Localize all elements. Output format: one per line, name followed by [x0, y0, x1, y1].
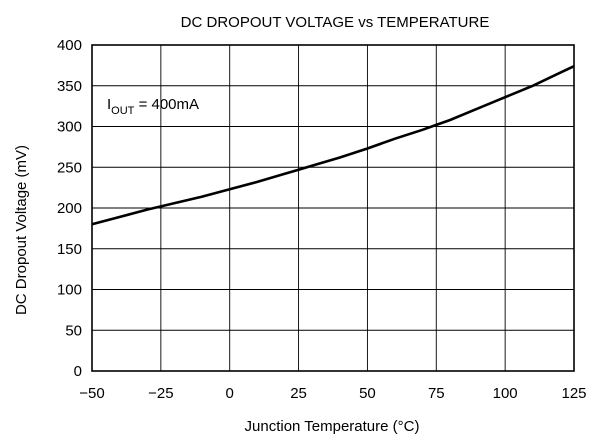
y-axis-label: DC Dropout Voltage (mV): [13, 145, 30, 315]
x-axis-label: Junction Temperature (°C): [245, 418, 420, 435]
x-tick-label: 100: [493, 385, 518, 402]
y-tick-label: 250: [57, 159, 82, 176]
annotation-subscript: OUT: [111, 105, 135, 117]
x-tick-label: 125: [561, 385, 586, 402]
plot-area: [91, 44, 575, 372]
annotation-value: = 400mA: [134, 96, 199, 113]
y-tick-label: 0: [74, 363, 82, 380]
y-tick-label: 200: [57, 200, 82, 217]
x-tick-label: 25: [290, 385, 307, 402]
y-tick-label: 350: [57, 78, 82, 95]
y-tick-label: 400: [57, 37, 82, 54]
annotation-iout: IOUT = 400mA: [107, 96, 199, 117]
series-line: [91, 65, 575, 226]
y-tick-label: 300: [57, 119, 82, 136]
y-tick-label: 50: [65, 322, 82, 339]
x-tick-label: −25: [148, 385, 173, 402]
x-tick-label: 0: [226, 385, 234, 402]
axis-ticks: −50 −25 0 25 50 75 100 125 0 50 100 150 200 250 300 350…: [57, 37, 587, 402]
grid: [92, 45, 574, 371]
y-tick-label: 100: [57, 282, 82, 299]
x-tick-label: −50: [79, 385, 104, 402]
y-tick-label: 150: [57, 241, 82, 258]
x-tick-label: 75: [428, 385, 445, 402]
chart-title: DC DROPOUT VOLTAGE vs TEMPERATURE: [181, 14, 490, 31]
annotation-main: I: [107, 96, 111, 113]
x-tick-label: 50: [359, 385, 376, 402]
